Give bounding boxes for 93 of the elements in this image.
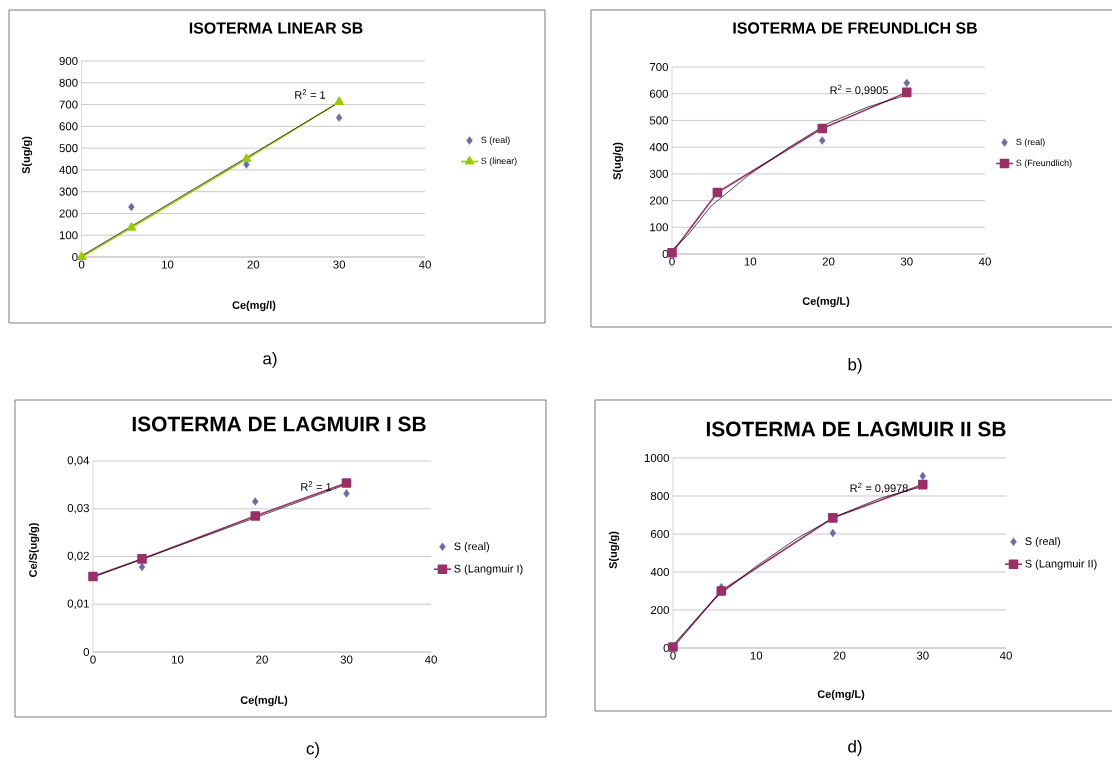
y-tick-label: 400: [650, 567, 670, 577]
x-tick-label: 10: [750, 651, 763, 660]
x-tick-label: 40: [999, 651, 1012, 660]
point: [817, 123, 828, 134]
point: [828, 513, 838, 523]
y-tick-label: 200: [649, 196, 669, 205]
point: [335, 113, 343, 122]
point: [334, 96, 344, 105]
x-tick-label: 30: [333, 260, 346, 269]
y-axis-title: S(ug/g): [608, 531, 620, 569]
legend-label: S (real): [481, 136, 510, 145]
y-tick-label: 100: [59, 231, 78, 240]
point: [241, 153, 252, 163]
y-tick-label: 500: [649, 116, 669, 125]
text: d): [848, 740, 862, 756]
chart-title: ISOTERMA DE FREUNDLICH SB: [733, 22, 977, 34]
x-tick-label: 40: [978, 257, 991, 266]
y-tick-label: 700: [649, 62, 669, 72]
y-tick-label: 400: [649, 143, 669, 152]
point: [901, 87, 912, 98]
x-tick-label: 30: [916, 651, 929, 660]
x-axis-title: Ce(mg/L): [802, 296, 850, 308]
point: [128, 202, 135, 212]
point: [919, 471, 926, 481]
annotation: R$^{2}$ = 1: [295, 89, 326, 99]
chart-title: ISOTERMA LINEAR SB: [189, 22, 363, 34]
x-tick-label: 10: [744, 257, 757, 266]
text: c): [306, 742, 320, 758]
legend-label: S (real): [454, 542, 489, 553]
y-tick-label: 0,01: [67, 599, 89, 609]
y-tick-label: 900: [59, 56, 78, 66]
point: [341, 478, 352, 488]
y-tick-label: 700: [59, 100, 78, 109]
point: [829, 528, 837, 538]
x-axis-title: Ce(mg/L): [817, 689, 865, 701]
legend-label: S (Langmuir I): [454, 564, 523, 575]
x-tick-label: 0: [90, 655, 96, 664]
y-tick-label: 600: [59, 122, 78, 131]
y-tick-label: 200: [59, 209, 78, 218]
y-tick-label: 600: [649, 89, 669, 98]
y-tick-label: 300: [59, 187, 78, 196]
annotation: R$^{2}$ = 1: [301, 481, 332, 491]
point: [903, 78, 910, 88]
x-tick-label: 20: [822, 257, 835, 266]
x-tick-label: 10: [161, 260, 174, 269]
point: [88, 571, 98, 582]
y-axis-title: S(ug/g): [21, 136, 33, 174]
x-tick-label: 0: [670, 651, 676, 660]
y-tick-label: 600: [650, 529, 670, 539]
point: [343, 489, 350, 498]
point: [126, 222, 137, 231]
x-tick-label: 30: [900, 257, 913, 266]
chart-title: ISOTERMA DE LAGMUIR I SB: [132, 416, 426, 432]
y-axis-title: Ce/S(ug/g): [28, 523, 40, 577]
y-tick-label: 800: [59, 78, 78, 87]
y-tick-label: 100: [650, 223, 669, 232]
y-tick-label: 800: [650, 491, 670, 501]
point: [138, 562, 146, 572]
x-tick-label: 20: [256, 655, 268, 664]
x-tick-label: 40: [418, 260, 431, 269]
x-tick-label: 10: [172, 655, 184, 664]
x-axis-title: Ce(mg/l): [232, 300, 276, 312]
chart-title: ISOTERMA DE LAGMUIR II SB: [706, 421, 1006, 437]
point: [716, 586, 727, 596]
point: [250, 511, 261, 521]
text: a): [263, 352, 277, 368]
y-axis-title: S(ug/g): [612, 142, 624, 180]
legend-label: S (real): [1025, 537, 1061, 548]
annotation: R$^{2}$ = 0,9978: [850, 482, 908, 494]
legend-label: S (Langmuir II): [1025, 559, 1097, 570]
x-axis-title: Ce(mg/L): [240, 695, 288, 707]
y-tick-label: 400: [59, 165, 78, 174]
point: [712, 187, 723, 198]
annotation: R$^{2}$ = 0,9905: [830, 84, 888, 96]
y-tick-label: 1000: [644, 453, 670, 463]
text: b): [848, 358, 862, 374]
y-tick-label: 0,04: [67, 456, 90, 466]
y-tick-label: 500: [59, 144, 78, 153]
legend-label: S (Freundlich): [1016, 159, 1072, 168]
legend-label: S (real): [1016, 138, 1045, 147]
point: [137, 554, 147, 564]
point: [819, 136, 826, 145]
point: [917, 479, 928, 490]
y-tick-label: 0,02: [67, 551, 89, 562]
y-tick-label: 200: [650, 605, 670, 615]
x-tick-label: 30: [340, 655, 353, 664]
point: [252, 497, 259, 506]
y-tick-label: 0,03: [67, 504, 89, 514]
legend-label: S (linear): [481, 157, 517, 166]
y-tick-label: 300: [649, 169, 669, 178]
x-tick-label: 20: [247, 260, 260, 269]
x-tick-label: 20: [833, 651, 846, 660]
x-tick-label: 40: [424, 655, 437, 664]
